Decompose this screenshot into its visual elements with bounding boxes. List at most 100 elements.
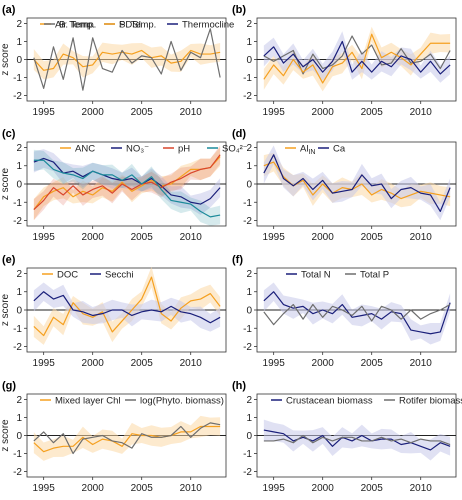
panel-b-legend-s-temp: S. Temp. <box>119 20 156 31</box>
panel-b-legend-thermocline: Thermocline <box>182 20 234 31</box>
panel-b-xtick-label: 2000 <box>312 107 335 118</box>
panel-h-xtick-label: 2005 <box>361 483 384 494</box>
panel-h-xtick-label: 2010 <box>410 483 433 494</box>
panel-f-xtick-label: 2010 <box>410 358 433 369</box>
panel-d-label: (d) <box>232 128 246 140</box>
panel-h-xtick-label: 1995 <box>263 483 286 494</box>
panel-f-xtick-label: 2000 <box>312 358 335 369</box>
panel-h-ytick-label: -2 <box>243 467 252 478</box>
panel-e-ytick-label: 1 <box>16 287 22 298</box>
panel-d-ytick-label: 0 <box>246 180 252 191</box>
panel-e-xtick-label: 2000 <box>82 358 105 369</box>
panel-c-xtick-label: 1995 <box>33 232 56 243</box>
panel-c-ytick-label: -2 <box>13 216 22 227</box>
panel-c-legend-so42: SO₄²⁻ <box>222 144 248 155</box>
panel-c-band-no3 <box>33 149 221 215</box>
panel-f-line-total-p <box>263 303 451 326</box>
panel-g-line-log-phyto-biomass <box>33 422 221 455</box>
panel-c-label: (c) <box>2 128 16 140</box>
panel-e-line-secchi <box>33 291 221 324</box>
panel-c-legend-no3: NO₃⁻ <box>126 144 149 155</box>
panel-e-xtick-label: 1995 <box>33 358 56 369</box>
panel-e-xtick-label: 2005 <box>131 358 154 369</box>
panel-f-legend-total-p: Total P <box>360 270 389 281</box>
panel-f-ytick-label: -2 <box>243 342 252 353</box>
panel-a-ytick-label: -1 <box>13 73 22 84</box>
panel-b-ytick-label: 0 <box>246 55 252 66</box>
panel-d-ytick-label: 2 <box>246 143 252 154</box>
panel-f-ytick-label: 1 <box>246 287 252 298</box>
panel-a-ytick-label: 0 <box>16 55 22 66</box>
panel-h-ytick-label: 1 <box>246 413 252 424</box>
panel-e-ytick-label: -1 <box>13 324 22 335</box>
panel-h-xtick-label: 2000 <box>312 483 335 494</box>
panel-d-line-ca <box>263 154 451 212</box>
panel-e-line-doc <box>33 276 221 337</box>
panel-h-legend-crustacean-biomass: Crustacean biomass <box>286 396 373 407</box>
panel-c-legend-ph: pH <box>178 144 190 155</box>
panel-e-band-secchi <box>33 282 221 332</box>
panel-d-ytick-label: -1 <box>243 198 252 209</box>
panel-e-ytick-label: -2 <box>13 342 22 353</box>
panel-a-xtick-label: 2005 <box>131 107 154 118</box>
panel-h-label: (h) <box>232 380 246 392</box>
panel-c-ytick-label: 1 <box>16 161 22 172</box>
panel-f-label: (f) <box>232 254 243 266</box>
panel-h-ytick-label: 2 <box>246 395 252 406</box>
panel-g-ytick-label: -2 <box>13 467 22 478</box>
panel-d-xtick-label: 2010 <box>410 232 433 243</box>
panel-a-xtick-label: 2010 <box>180 107 203 118</box>
panel-a-ytick-label: -2 <box>13 91 22 102</box>
panel-d-legend-al-in: AlIN <box>300 144 315 157</box>
panel-e-ytick-label: 0 <box>16 306 22 317</box>
panel-e-band-doc <box>33 266 221 345</box>
panel-c-xtick-label: 2000 <box>82 232 105 243</box>
panel-b-xtick-label: 1995 <box>263 107 286 118</box>
panel-g-legend-mixed-layer-chl: Mixed layer Chl <box>55 396 120 407</box>
panel-c-line-so42 <box>33 159 221 218</box>
panel-b-line-thermocline <box>263 40 451 75</box>
panel-a-line-air-temp <box>33 49 221 71</box>
panel-b-band-thermocline <box>263 31 451 83</box>
panel-c-xtick-label: 2010 <box>180 232 203 243</box>
panel-f-ytick-label: -1 <box>243 324 252 335</box>
panel-d-ytick-label: -2 <box>243 216 252 227</box>
panel-e-label: (e) <box>2 254 16 266</box>
panel-b-legend-b-temp: B. Temp. <box>59 20 96 31</box>
panel-c-xtick-label: 2005 <box>131 232 154 243</box>
panel-g-ytick-label: 0 <box>16 431 22 442</box>
panel-a-line-pdsi <box>33 28 221 91</box>
panel-b-xtick-label: 2005 <box>361 107 384 118</box>
panel-c-ytick-label: 0 <box>16 180 22 191</box>
panel-g-legend-log-phyto-biomass: log(Phyto. biomass) <box>140 396 224 407</box>
panel-b-ytick-label: 1 <box>246 37 252 48</box>
panel-h-legend-rotifer-biomass: Rotifer biomass <box>399 396 462 407</box>
panel-g-xtick-label: 2010 <box>180 483 203 494</box>
panel-h-band-crustacean-biomass <box>263 419 451 461</box>
panel-a-label: (a) <box>2 4 16 16</box>
panel-f-legend-total-n: Total N <box>301 270 331 281</box>
panel-c-line-ph <box>33 154 221 211</box>
panel-b-line-s-temp <box>263 33 451 84</box>
panel-d-xtick-label: 2000 <box>312 232 335 243</box>
panel-b-ytick-label: -1 <box>243 73 252 84</box>
panel-b-ytick-label: -2 <box>243 91 252 102</box>
panel-g-xtick-label: 2005 <box>131 483 154 494</box>
panel-d-xtick-label: 1995 <box>263 232 286 243</box>
panel-g-xtick-label: 1995 <box>33 483 56 494</box>
panel-e-xtick-label: 2010 <box>180 358 203 369</box>
panel-e-legend-doc: DOC <box>57 270 78 281</box>
panel-g-ytick-label: 1 <box>16 413 22 424</box>
panel-f-ytick-label: 2 <box>246 269 252 280</box>
panel-g-line-mixed-layer-chl <box>33 425 221 453</box>
panel-a-ytick-label: 2 <box>16 19 22 30</box>
panel-d-legend-ca: Ca <box>333 144 346 155</box>
panel-a-xtick-label: 1995 <box>33 107 56 118</box>
panel-h-ytick-label: 0 <box>246 431 252 442</box>
panel-h-line-crustacean-biomass <box>263 429 451 451</box>
panel-a-band-air-temp <box>33 42 221 80</box>
panel-d-xtick-label: 2005 <box>361 232 384 243</box>
panel-f-xtick-label: 1995 <box>263 358 286 369</box>
panel-g-ylabel: z score <box>0 419 11 452</box>
